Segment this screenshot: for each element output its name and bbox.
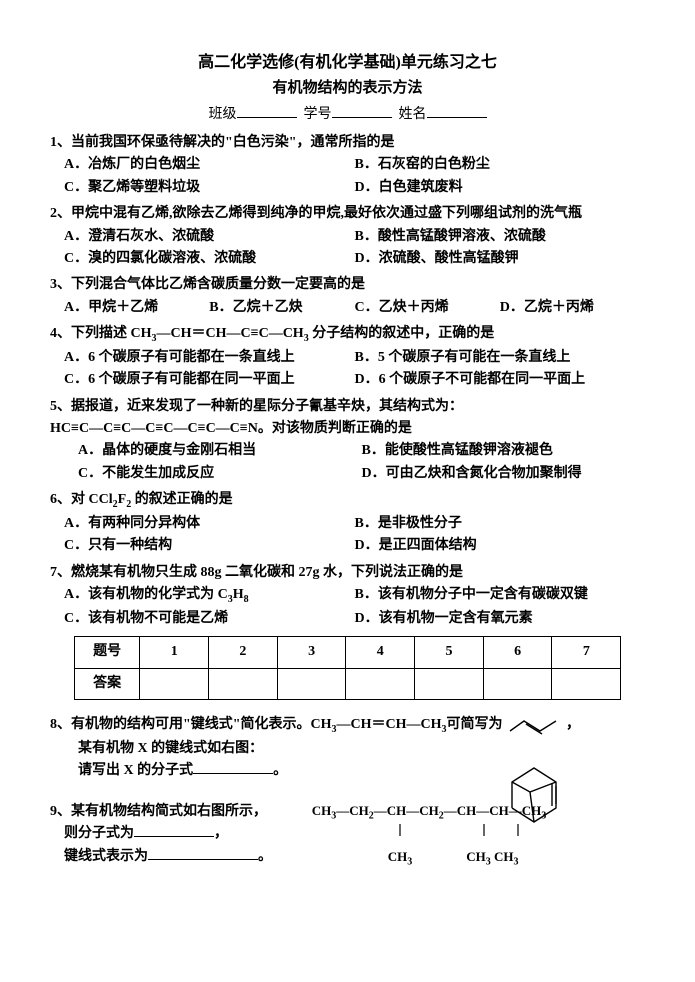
- q1-opt-a[interactable]: A．冶炼厂的白色烟尘: [64, 154, 355, 176]
- q2-opt-b[interactable]: B．酸性高锰酸钾溶液、浓硫酸: [355, 226, 646, 248]
- q3-opt-b[interactable]: B．乙烷＋乙炔: [209, 297, 354, 319]
- table-col-2: 2: [209, 637, 278, 668]
- ans-5[interactable]: [415, 668, 484, 699]
- q3-opt-a[interactable]: A．甲烷＋乙烯: [64, 297, 209, 319]
- q3-stem: 3、下列混合气体比乙烯含碳质量分数一定要高的是: [50, 274, 645, 296]
- class-blank[interactable]: [237, 104, 297, 118]
- q9-structure: CH3—CH2—CH—CH2—CH—CH—CH3 CH3CH3 CH3: [312, 801, 645, 871]
- q5-opt-b[interactable]: B．能使酸性高锰酸钾溶液褪色: [362, 440, 646, 462]
- q3-opt-c[interactable]: C．乙炔＋丙烯: [355, 297, 500, 319]
- q5-opt-d[interactable]: D．可由乙炔和含氮化合物加聚制得: [362, 463, 646, 485]
- q5-opt-a[interactable]: A．晶体的硬度与金刚石相当: [78, 440, 362, 462]
- ans-4[interactable]: [346, 668, 415, 699]
- table-header-label: 题号: [74, 637, 140, 668]
- table-col-3: 3: [277, 637, 346, 668]
- q1-opt-d[interactable]: D．白色建筑废料: [355, 177, 646, 199]
- q8-line1: 8、有机物的结构可用"键线式"简化表示。CH3—CH＝CH—CH3可简写为 ，: [50, 714, 645, 738]
- info-line: 班级 学号 姓名: [50, 104, 645, 126]
- q6-opt-d[interactable]: D．是正四面体结构: [355, 535, 646, 557]
- q2-opt-a[interactable]: A．澄清石灰水、浓硫酸: [64, 226, 355, 248]
- table-col-7: 7: [552, 637, 621, 668]
- q9-line2: 则分子式为，: [64, 823, 312, 845]
- table-col-1: 1: [140, 637, 209, 668]
- answer-table: 题号 1 2 3 4 5 6 7 答案: [74, 636, 621, 700]
- doc-subtitle: 有机物结构的表示方法: [50, 76, 645, 100]
- bicyclic-structure-icon: [490, 760, 575, 840]
- q4-opt-b[interactable]: B．5 个碳原子有可能在一条直线上: [355, 347, 646, 369]
- q4-opt-d[interactable]: D．6 个碳原子不可能都在同一平面上: [355, 369, 646, 391]
- q8-blank[interactable]: [193, 760, 273, 774]
- ans-2[interactable]: [209, 668, 278, 699]
- q7-opt-d[interactable]: D．该有机物一定含有氧元素: [355, 608, 646, 630]
- q4-opt-a[interactable]: A．6 个碳原子有可能都在一条直线上: [64, 347, 355, 369]
- q3-opt-d[interactable]: D．乙烷＋丙烯: [500, 297, 645, 319]
- q8-line2: 某有机物 X 的键线式如右图：: [78, 738, 645, 760]
- ans-6[interactable]: [483, 668, 552, 699]
- q1-opt-b[interactable]: B．石灰窑的白色粉尘: [355, 154, 646, 176]
- q6-opt-c[interactable]: C．只有一种结构: [64, 535, 355, 557]
- q6-opt-a[interactable]: A．有两种同分异构体: [64, 513, 355, 535]
- q9-line3: 键线式表示为。: [64, 846, 312, 868]
- butene-skeletal-icon: [506, 715, 566, 735]
- q4-stem: 4、下列描述 CH3—CH＝CH—C≡C—CH3 分子结构的叙述中，正确的是: [50, 323, 645, 347]
- q5-opt-c[interactable]: C．不能发生加成反应: [78, 463, 362, 485]
- q1-opt-c[interactable]: C．聚乙烯等塑料垃圾: [64, 177, 355, 199]
- ans-1[interactable]: [140, 668, 209, 699]
- table-col-6: 6: [483, 637, 552, 668]
- q5-stem: 5、据报道，近来发现了一种新的星际分子氰基辛炔，其结构式为：: [50, 396, 645, 418]
- q7-opt-b[interactable]: B．该有机物分子中一定含有碳碳双键: [355, 584, 646, 608]
- q7-opt-c[interactable]: C．该有机物不可能是乙烯: [64, 608, 355, 630]
- q7-opt-a[interactable]: A．该有机物的化学式为 C3H8: [64, 584, 355, 608]
- q2-opt-d[interactable]: D．浓硫酸、酸性高锰酸钾: [355, 248, 646, 270]
- name-blank[interactable]: [427, 104, 487, 118]
- table-col-5: 5: [415, 637, 484, 668]
- q9-blank1[interactable]: [134, 823, 214, 837]
- table-answer-label: 答案: [74, 668, 140, 699]
- q9-line1: 9、某有机物结构简式如右图所示，: [50, 801, 312, 823]
- doc-title: 高二化学选修(有机化学基础)单元练习之七: [50, 50, 645, 76]
- ans-7[interactable]: [552, 668, 621, 699]
- q9-blank2[interactable]: [148, 846, 258, 860]
- q7-stem: 7、燃烧某有机物只生成 88g 二氧化碳和 27g 水，下列说法正确的是: [50, 562, 645, 584]
- ans-3[interactable]: [277, 668, 346, 699]
- q2-opt-c[interactable]: C．溴的四氯化碳溶液、浓硫酸: [64, 248, 355, 270]
- q4-opt-c[interactable]: C．6 个碳原子有可能都在同一平面上: [64, 369, 355, 391]
- sid-blank[interactable]: [332, 104, 392, 118]
- table-col-4: 4: [346, 637, 415, 668]
- name-label: 姓名: [399, 107, 427, 122]
- q6-stem: 6、对 CCl2F2 的叙述正确的是: [50, 489, 645, 513]
- q6-opt-b[interactable]: B．是非极性分子: [355, 513, 646, 535]
- q5-formula: HC≡C—C≡C—C≡C—C≡C—C≡N。对该物质判断正确的是: [50, 418, 645, 440]
- class-label: 班级: [209, 107, 237, 122]
- q1-stem: 1、当前我国环保亟待解决的"白色污染"，通常所指的是: [50, 132, 645, 154]
- q2-stem: 2、甲烷中混有乙烯,欲除去乙烯得到纯净的甲烷,最好依次通过盛下列哪组试剂的洗气瓶: [50, 203, 645, 225]
- sid-label: 学号: [304, 107, 332, 122]
